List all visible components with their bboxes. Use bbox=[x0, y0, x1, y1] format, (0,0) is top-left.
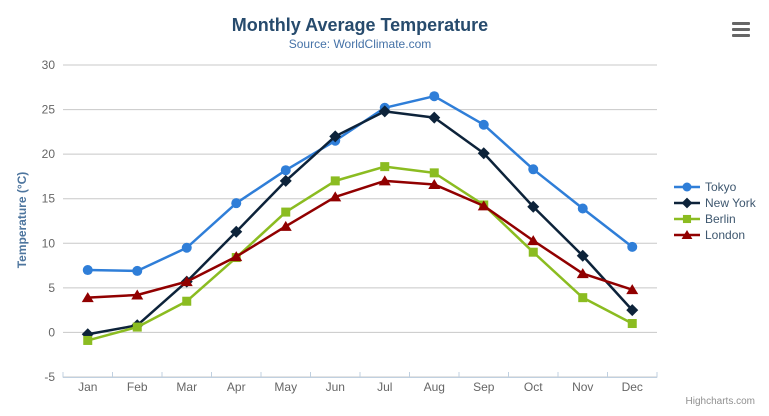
export-menu-button[interactable] bbox=[732, 22, 750, 37]
x-axis bbox=[62, 372, 658, 378]
svg-text:Oct: Oct bbox=[524, 380, 543, 394]
point-london-dec[interactable] bbox=[626, 284, 639, 295]
point-tokyo-aug[interactable] bbox=[429, 91, 440, 102]
point-berlin-may[interactable] bbox=[281, 207, 291, 217]
point-london-sep[interactable] bbox=[477, 200, 490, 211]
point-london-aug[interactable] bbox=[428, 178, 441, 189]
highcharts-credit[interactable]: Highcharts.com bbox=[685, 396, 755, 407]
point-new-york-apr[interactable] bbox=[230, 225, 243, 238]
series-london[interactable] bbox=[81, 175, 639, 303]
svg-text:Mar: Mar bbox=[176, 380, 197, 394]
point-london-feb[interactable] bbox=[131, 289, 144, 300]
point-new-york-dec[interactable] bbox=[626, 304, 639, 317]
point-new-york-jul[interactable] bbox=[378, 105, 391, 118]
point-london-nov[interactable] bbox=[576, 268, 589, 279]
legend-item-berlin[interactable]: Berlin bbox=[674, 211, 756, 226]
point-berlin-jun[interactable] bbox=[330, 176, 340, 186]
svg-text:Apr: Apr bbox=[227, 380, 246, 394]
svg-text:Feb: Feb bbox=[127, 380, 148, 394]
point-tokyo-sep[interactable] bbox=[478, 119, 489, 130]
svg-text:15: 15 bbox=[42, 192, 56, 206]
point-tokyo-may[interactable] bbox=[280, 165, 291, 176]
svg-text:30: 30 bbox=[42, 58, 56, 72]
point-tokyo-mar[interactable] bbox=[181, 242, 192, 253]
series-tokyo[interactable] bbox=[82, 91, 638, 276]
point-tokyo-apr[interactable] bbox=[231, 198, 242, 209]
y-axis-title: Temperature (°C) bbox=[15, 171, 29, 269]
point-london-jan[interactable] bbox=[81, 292, 94, 303]
hamburger-icon bbox=[732, 34, 750, 37]
chart-title: Monthly Average Temperature bbox=[231, 15, 489, 35]
legend-item-tokyo[interactable]: Tokyo bbox=[674, 179, 756, 194]
point-london-jun[interactable] bbox=[329, 191, 342, 202]
point-berlin-jan[interactable] bbox=[83, 335, 93, 345]
legend-label: London bbox=[705, 227, 746, 242]
svg-text:Dec: Dec bbox=[622, 380, 643, 394]
point-new-york-jun[interactable] bbox=[329, 130, 342, 143]
point-london-oct[interactable] bbox=[527, 235, 540, 246]
point-london-mar[interactable] bbox=[180, 276, 193, 287]
svg-text:Aug: Aug bbox=[424, 380, 445, 394]
x-axis-labels: Jan Feb Mar Apr May Jun Jul Aug Sep Oct Nov Dec bbox=[78, 380, 643, 394]
legend-item-new-york[interactable]: New York bbox=[674, 195, 756, 210]
point-berlin-jul[interactable] bbox=[380, 162, 390, 172]
svg-text:Jul: Jul bbox=[377, 380, 392, 394]
point-berlin-oct[interactable] bbox=[528, 247, 538, 257]
legend-item-london[interactable]: London bbox=[674, 227, 756, 242]
svg-text:Jan: Jan bbox=[78, 380, 97, 394]
gridlines bbox=[63, 64, 657, 378]
svg-text:-5: -5 bbox=[44, 370, 55, 384]
svg-text:Nov: Nov bbox=[572, 380, 593, 394]
point-berlin-mar[interactable] bbox=[182, 296, 192, 306]
chart-subtitle: Source: WorldClimate.com bbox=[288, 37, 432, 51]
y-axis-labels: -5 0 5 10 15 20 25 30 bbox=[42, 58, 56, 384]
point-london-apr[interactable] bbox=[230, 251, 243, 262]
point-tokyo-feb[interactable] bbox=[132, 265, 143, 276]
point-new-york-may[interactable] bbox=[279, 174, 292, 187]
hamburger-icon bbox=[732, 28, 750, 31]
legend-label: Tokyo bbox=[705, 179, 737, 194]
legend: Tokyo New York Berlin London bbox=[674, 179, 756, 242]
point-new-york-nov[interactable] bbox=[576, 249, 589, 262]
svg-text:0: 0 bbox=[48, 325, 55, 339]
point-berlin-nov[interactable] bbox=[578, 293, 588, 303]
svg-text:Jun: Jun bbox=[326, 380, 345, 394]
legend-label: New York bbox=[705, 195, 756, 210]
point-berlin-aug[interactable] bbox=[429, 168, 439, 178]
point-london-may[interactable] bbox=[279, 220, 292, 231]
circle-legend-icon bbox=[674, 182, 700, 191]
point-new-york-sep[interactable] bbox=[477, 147, 490, 160]
svg-text:5: 5 bbox=[48, 281, 55, 295]
svg-text:May: May bbox=[274, 380, 297, 394]
point-new-york-aug[interactable] bbox=[428, 111, 441, 124]
diamond-legend-icon bbox=[674, 197, 700, 208]
point-tokyo-jan[interactable] bbox=[82, 265, 93, 276]
legend-label: Berlin bbox=[705, 211, 736, 226]
svg-text:25: 25 bbox=[42, 103, 56, 117]
point-tokyo-dec[interactable] bbox=[627, 241, 638, 252]
svg-text:10: 10 bbox=[42, 236, 56, 250]
hamburger-icon bbox=[732, 22, 750, 25]
point-tokyo-oct[interactable] bbox=[528, 164, 539, 175]
square-legend-icon bbox=[674, 214, 700, 223]
series-new-york[interactable] bbox=[81, 105, 639, 341]
point-new-york-oct[interactable] bbox=[527, 200, 540, 213]
point-london-jul[interactable] bbox=[378, 175, 391, 186]
svg-text:Sep: Sep bbox=[473, 380, 495, 394]
point-tokyo-nov[interactable] bbox=[577, 203, 588, 214]
triangle-legend-icon bbox=[674, 229, 700, 239]
svg-text:20: 20 bbox=[42, 147, 56, 161]
point-berlin-feb[interactable] bbox=[132, 322, 142, 332]
point-berlin-dec[interactable] bbox=[627, 319, 637, 329]
